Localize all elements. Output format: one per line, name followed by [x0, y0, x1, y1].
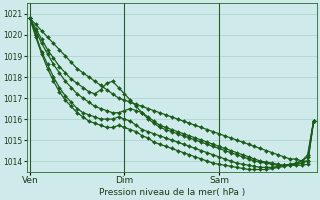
X-axis label: Pression niveau de la mer( hPa ): Pression niveau de la mer( hPa ) — [99, 188, 245, 197]
